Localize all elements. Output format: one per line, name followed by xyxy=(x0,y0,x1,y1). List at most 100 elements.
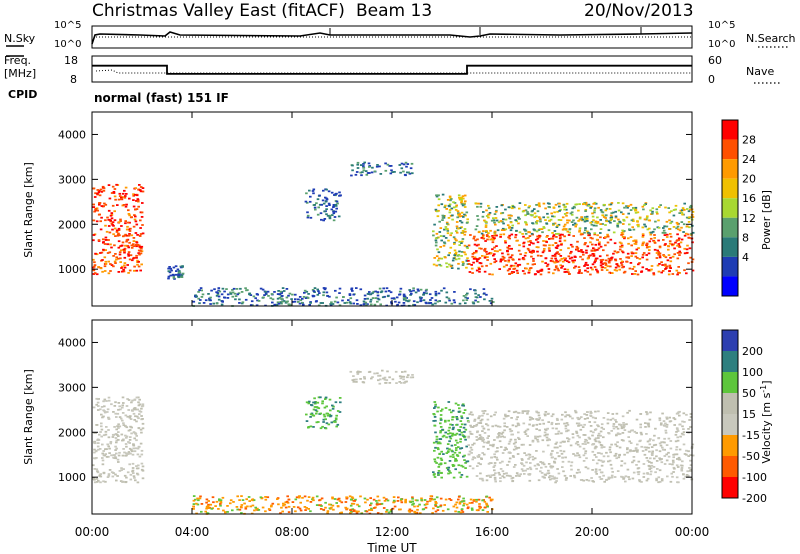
range-gate-cell xyxy=(578,436,581,439)
range-gate-cell xyxy=(97,442,100,444)
range-gate-cell xyxy=(629,449,632,452)
range-gate-cell xyxy=(536,210,540,213)
range-gate-cell xyxy=(528,205,531,208)
range-gate-cell xyxy=(321,425,324,428)
range-gate-cell xyxy=(481,479,485,482)
range-gate-cell xyxy=(454,503,457,506)
range-gate-cell xyxy=(632,220,635,222)
range-gate-cell xyxy=(510,227,514,229)
range-gate-cell xyxy=(685,449,688,452)
range-gate-cell xyxy=(446,432,450,435)
range-gate-cell xyxy=(141,190,145,193)
range-gate-cell xyxy=(555,441,559,444)
range-gate-cell xyxy=(598,452,601,454)
range-gate-cell xyxy=(317,396,321,399)
colorbar-swatch xyxy=(722,435,738,456)
range-gate-cell xyxy=(467,444,470,446)
range-gate-cell xyxy=(508,457,512,460)
range-gate-cell xyxy=(645,243,649,245)
range-gate-cell xyxy=(100,216,103,219)
range-gate-cell xyxy=(571,207,574,210)
range-gate-cell xyxy=(311,414,315,417)
range-gate-cell xyxy=(682,223,686,226)
range-gate-cell xyxy=(582,454,586,457)
range-gate-cell xyxy=(105,456,109,458)
range-gate-cell xyxy=(543,434,547,437)
range-gate-cell xyxy=(584,443,587,445)
range-gate-cell xyxy=(539,269,542,272)
range-gate-cell xyxy=(136,200,140,202)
range-gate-cell xyxy=(512,448,516,451)
range-gate-cell xyxy=(120,433,124,436)
range-gate-cell xyxy=(493,232,497,235)
range-gate-cell xyxy=(607,460,610,463)
range-gate-cell xyxy=(377,379,380,382)
range-gate-cell xyxy=(494,480,497,483)
range-gate-cell xyxy=(447,429,451,432)
range-gate-cell xyxy=(632,228,636,231)
range-gate-cell xyxy=(139,442,143,445)
range-gate-cell xyxy=(111,221,115,224)
colorbar-swatch xyxy=(722,120,738,140)
range-gate-cell xyxy=(681,425,684,428)
range-gate-cell xyxy=(553,222,557,225)
range-gate-cell xyxy=(469,288,472,291)
range-gate-cell xyxy=(593,454,597,456)
range-gate-cell xyxy=(177,272,181,275)
range-gate-cell xyxy=(502,222,505,225)
range-gate-cell xyxy=(544,262,547,264)
range-gate-cell xyxy=(510,233,514,236)
range-gate-cell xyxy=(503,429,506,432)
range-gate-cell xyxy=(655,449,658,452)
range-gate-cell xyxy=(130,244,134,247)
range-gate-cell xyxy=(647,252,651,255)
range-gate-cell xyxy=(126,264,129,266)
range-gate-cell xyxy=(462,412,466,414)
range-gate-cell xyxy=(402,375,406,378)
range-gate-cell xyxy=(615,421,618,423)
range-gate-cell xyxy=(546,235,549,237)
range-gate-cell xyxy=(465,503,469,506)
range-gate-cell xyxy=(550,423,554,426)
range-gate-cell xyxy=(508,234,511,237)
range-gate-cell xyxy=(426,500,429,503)
range-gate-cell xyxy=(631,252,635,255)
colorbar-swatch xyxy=(722,198,738,218)
range-gate-cell xyxy=(616,427,620,430)
range-gate-cell xyxy=(178,271,182,274)
range-gate-cell xyxy=(547,268,551,270)
range-gate-cell xyxy=(128,439,132,441)
range-gate-cell xyxy=(116,475,119,477)
range-gate-cell xyxy=(578,218,582,221)
range-gate-cell xyxy=(402,297,406,299)
range-gate-cell xyxy=(594,410,597,413)
range-gate-cell xyxy=(647,423,650,426)
range-gate-cell xyxy=(127,253,130,255)
range-gate-cell xyxy=(576,452,579,455)
range-gate-cell xyxy=(113,260,117,263)
range-gate-cell xyxy=(581,251,585,254)
range-gate-cell xyxy=(502,476,506,479)
range-gate-cell xyxy=(523,452,526,454)
range-gate-cell xyxy=(266,496,270,499)
range-gate-cell xyxy=(462,216,465,218)
range-gate-cell xyxy=(477,243,480,246)
range-gate-cell xyxy=(454,510,457,513)
range-gate-cell xyxy=(377,298,381,301)
range-gate-cell xyxy=(104,260,108,263)
range-gate-cell xyxy=(209,299,212,302)
range-gate-cell xyxy=(122,439,125,442)
range-gate-cell xyxy=(240,495,243,497)
range-gate-cell xyxy=(467,436,470,439)
range-gate-cell xyxy=(124,414,128,417)
range-gate-cell xyxy=(474,202,478,205)
range-gate-cell xyxy=(440,476,443,479)
range-gate-cell xyxy=(614,419,617,421)
range-gate-cell xyxy=(445,291,449,294)
range-gate-cell xyxy=(518,258,521,261)
range-gate-cell xyxy=(194,498,197,501)
range-gate-cell xyxy=(519,253,522,256)
range-gate-cell xyxy=(457,194,461,197)
range-gate-cell xyxy=(482,445,485,448)
